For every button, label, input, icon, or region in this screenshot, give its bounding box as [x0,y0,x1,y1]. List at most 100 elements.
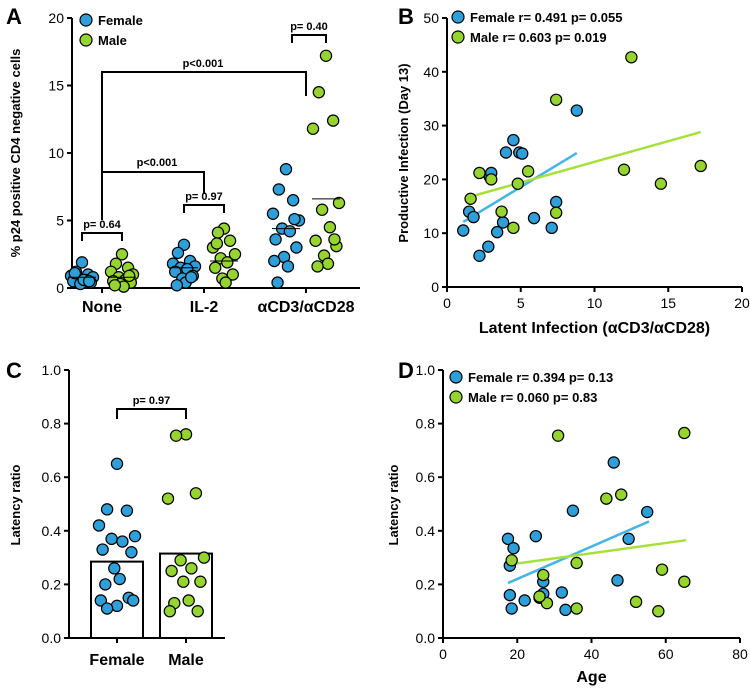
y-tick-label: 0 [431,279,439,295]
male-point [319,49,333,63]
female-point [283,225,297,238]
male-point [570,602,583,615]
bracket-il2 [183,204,225,213]
female-point [496,216,510,229]
y-tick-label: 20 [48,10,64,26]
male-point [537,568,550,582]
y-tick-label: 10 [48,145,64,161]
male-point [485,173,498,186]
male-point [625,51,638,64]
female-point [268,254,281,268]
female-point [113,572,126,586]
bracket-none-vs-il2-label: p<0.001 [137,157,178,169]
female-point [170,279,184,292]
female-point [507,542,520,555]
female-point [529,529,543,543]
male-point [309,234,322,247]
female-point [622,532,635,546]
male-point [306,122,320,135]
male-point [208,261,222,274]
panel-letter-b: B [398,4,414,29]
female-point [505,602,518,615]
y-tick-label: 0 [56,280,64,296]
y-axis-title: % p24 positive CD4 negative cells [8,49,23,258]
female-point [499,146,513,159]
male-point [221,256,234,269]
male-legend-label: Male [98,33,127,48]
male-point [617,163,631,176]
male-point [655,563,669,576]
male-point [507,221,520,235]
female-point [272,183,286,196]
female-point [269,233,282,246]
female-point [100,602,114,615]
category-label: Male [168,652,204,669]
male-point [315,203,329,216]
female-point [271,276,284,289]
female-legend-label: Female [98,13,143,28]
x-tick-label: 10 [587,295,603,311]
male-point [495,205,508,218]
y-tick-label: 0.6 [416,469,436,485]
female-point [171,246,185,260]
bracket-none-vs-acd3-label: p<0.001 [183,58,224,70]
x-tick-label: 60 [658,646,674,662]
female-point [545,221,558,235]
male-point [191,605,204,618]
male-point [694,159,707,173]
female-point [467,210,480,224]
x-tick-label: 0 [439,646,447,662]
female-point [125,546,138,559]
female-point [507,133,520,147]
female-point [527,211,541,225]
male-point [226,268,239,281]
female-point [82,275,96,288]
panel-letter-a: A [6,4,22,29]
y-tick-label: 10 [423,225,439,241]
bracket-none-vs-acd3 [101,71,307,172]
female-point [290,241,303,254]
bracket-acd3-label: p= 0.40 [290,21,328,33]
female-point [501,532,515,546]
female-point [105,532,118,546]
male-point [615,488,628,501]
x-tick-label: 15 [660,295,676,311]
female-point [100,503,114,516]
y-tick-label: 0.6 [42,469,62,485]
female-point [279,162,293,176]
female-point [120,504,134,517]
bracket-il2-label: p= 0.97 [185,191,223,203]
bracket-acd3 [291,34,327,43]
female-point [518,594,531,607]
male-point [464,192,477,205]
female-legend-marker [79,13,93,27]
male-point [210,237,224,250]
y-tick-label: 1.0 [416,362,436,378]
x-axis-title: Latent Infection (αCD3/αCD28) [479,320,710,337]
male-point [211,226,225,239]
male-fit-line [470,130,702,198]
female-point [75,256,89,269]
y-axis-title: Latency ratio [386,464,401,545]
category-label: αCD3/αCD28 [257,299,354,316]
male-point [311,260,324,273]
male-point [533,590,546,603]
panel-a: A 0 5 10 15 20 % p24 positive CD4 negative cel… [6,4,360,316]
male-legend-marker [79,33,93,47]
category-label: IL-2 [190,299,219,316]
male-point [549,93,563,106]
male-point [194,575,207,588]
female-point [516,147,529,160]
male-point [326,114,340,127]
y-tick-label: 0.2 [42,576,62,592]
male-point [505,554,518,567]
female-point [128,529,142,543]
x-tick-label: 5 [517,295,525,311]
male-point [165,564,178,578]
male-point [174,554,187,567]
male-point [177,575,190,588]
y-axis-title: Latency ratio [8,464,23,545]
y-tick-label: 20 [423,171,439,187]
female-point [108,562,121,575]
